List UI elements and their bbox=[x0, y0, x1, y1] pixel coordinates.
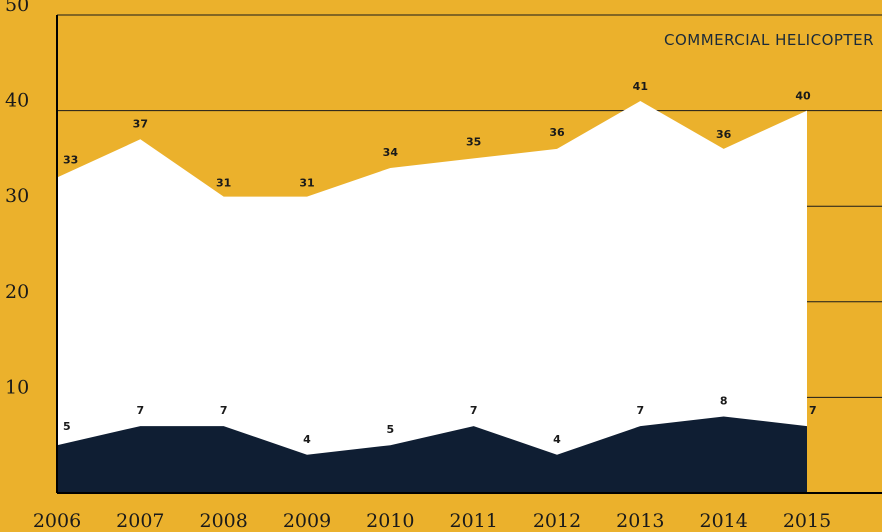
data-label: 8 bbox=[720, 395, 728, 408]
x-tick-label: 2015 bbox=[783, 510, 831, 532]
x-tick-label: 2008 bbox=[199, 510, 247, 532]
data-label: 36 bbox=[549, 126, 565, 139]
data-label: 33 bbox=[63, 154, 78, 167]
x-tick-label: 2009 bbox=[283, 510, 331, 532]
data-label: 4 bbox=[553, 433, 561, 446]
data-label: 34 bbox=[383, 146, 399, 159]
chart-title: COMMERCIAL HELICOPTER bbox=[664, 31, 874, 49]
data-label: 31 bbox=[299, 177, 314, 190]
data-label: 7 bbox=[220, 404, 228, 417]
data-label: 7 bbox=[809, 404, 817, 417]
data-label: 7 bbox=[470, 404, 478, 417]
data-label: 41 bbox=[633, 80, 648, 93]
data-label: 7 bbox=[637, 404, 645, 417]
x-tick-label: 2013 bbox=[616, 510, 664, 532]
y-tick-label: 30 bbox=[5, 185, 29, 207]
x-tick-label: 2010 bbox=[366, 510, 414, 532]
data-label: 4 bbox=[303, 433, 311, 446]
x-tick-label: 2012 bbox=[533, 510, 581, 532]
data-label: 7 bbox=[137, 404, 145, 417]
y-tick-label: 20 bbox=[5, 281, 29, 303]
y-tick-label: 50 bbox=[5, 0, 29, 16]
data-label: 37 bbox=[133, 117, 148, 130]
area-series-2 bbox=[57, 416, 807, 493]
data-label: 31 bbox=[216, 177, 231, 190]
x-tick-label: 2006 bbox=[33, 510, 81, 532]
y-tick-label: 40 bbox=[5, 90, 29, 112]
data-label: 5 bbox=[387, 423, 395, 436]
area-series-1 bbox=[57, 101, 807, 493]
data-label: 35 bbox=[466, 135, 481, 148]
x-tick-label: 2011 bbox=[449, 510, 497, 532]
y-tick-label: 10 bbox=[5, 376, 29, 398]
data-label: 5 bbox=[63, 420, 71, 433]
data-label: 36 bbox=[716, 128, 732, 141]
data-label: 40 bbox=[795, 90, 811, 103]
x-tick-label: 2014 bbox=[699, 510, 747, 532]
x-tick-label: 2007 bbox=[116, 510, 164, 532]
